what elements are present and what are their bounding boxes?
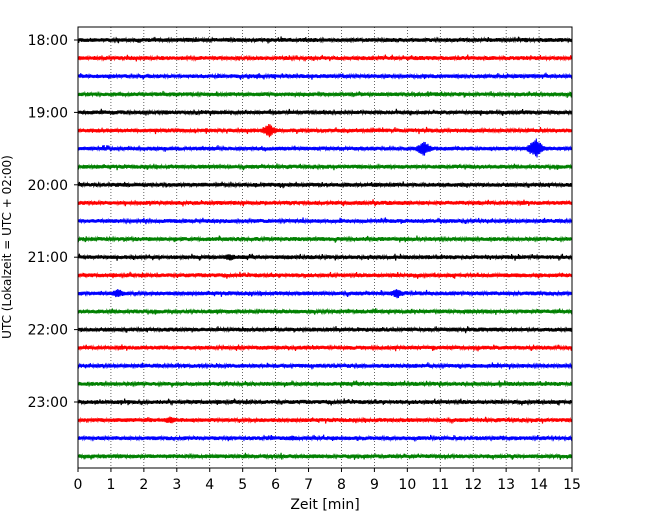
x-tick-label: 13 bbox=[497, 477, 515, 493]
x-tick-label: 8 bbox=[337, 477, 346, 493]
seismic-trace bbox=[77, 452, 573, 460]
seismic-trace bbox=[77, 163, 573, 171]
x-tick-label: 15 bbox=[563, 477, 581, 493]
y-tick-label: 20:00 bbox=[28, 178, 68, 194]
seismic-trace bbox=[77, 253, 573, 261]
seismic-trace bbox=[77, 54, 573, 62]
y-tick-label: 23:00 bbox=[28, 395, 68, 411]
seismic-trace bbox=[77, 72, 573, 80]
x-tick-label: 7 bbox=[304, 477, 313, 493]
plot-background bbox=[78, 27, 572, 468]
seismic-trace bbox=[77, 199, 573, 207]
y-tick-label: 18:00 bbox=[28, 33, 68, 49]
y-tick-label: 19:00 bbox=[28, 105, 68, 121]
seismic-trace bbox=[77, 343, 573, 352]
seismic-trace bbox=[77, 307, 573, 316]
x-tick-label: 11 bbox=[431, 477, 449, 493]
x-axis: 0 1 2 3 4 5 6 7 8 9 10 11 12 13 14 15 bbox=[74, 468, 581, 493]
seismic-trace bbox=[77, 325, 573, 334]
x-tick-label: 6 bbox=[271, 477, 280, 493]
seismic-trace bbox=[77, 288, 573, 299]
x-tick-label: 9 bbox=[370, 477, 379, 493]
trace-group bbox=[77, 36, 573, 460]
plot-frame bbox=[77, 26, 573, 469]
x-tick-label: 2 bbox=[139, 477, 148, 493]
seismic-trace bbox=[77, 380, 573, 388]
seismic-trace bbox=[77, 181, 573, 189]
seismic-trace bbox=[77, 362, 573, 370]
x-tick-label: 5 bbox=[238, 477, 247, 493]
x-tick-label: 3 bbox=[172, 477, 181, 493]
x-tick-label: 14 bbox=[530, 477, 548, 493]
x-tick-label: 10 bbox=[398, 477, 416, 493]
seismic-trace bbox=[77, 434, 573, 442]
seismic-trace bbox=[77, 271, 573, 279]
seismic-trace bbox=[77, 416, 573, 424]
x-tick-label: 12 bbox=[464, 477, 482, 493]
y-tick-label: 22:00 bbox=[28, 323, 68, 339]
seismic-trace bbox=[77, 138, 573, 158]
x-tick-label: 0 bbox=[74, 477, 83, 493]
x-tick-label: 4 bbox=[205, 477, 214, 493]
seismic-trace bbox=[77, 398, 573, 406]
y-tick-label: 21:00 bbox=[28, 250, 68, 266]
seismic-trace bbox=[77, 123, 573, 138]
seismic-trace bbox=[77, 36, 573, 44]
seismic-trace bbox=[77, 217, 573, 225]
x-axis-label: Zeit [min] bbox=[290, 497, 359, 513]
seismic-trace bbox=[77, 235, 573, 243]
x-tick-label: 1 bbox=[106, 477, 115, 493]
y-axis: 18:00 19:00 20:00 21:00 22:00 23:00 bbox=[28, 33, 78, 411]
seismic-trace bbox=[77, 90, 573, 99]
seismic-trace bbox=[77, 108, 573, 117]
y-axis-label: UTC (Lokalzeit = UTC + 02:00) bbox=[0, 155, 14, 339]
